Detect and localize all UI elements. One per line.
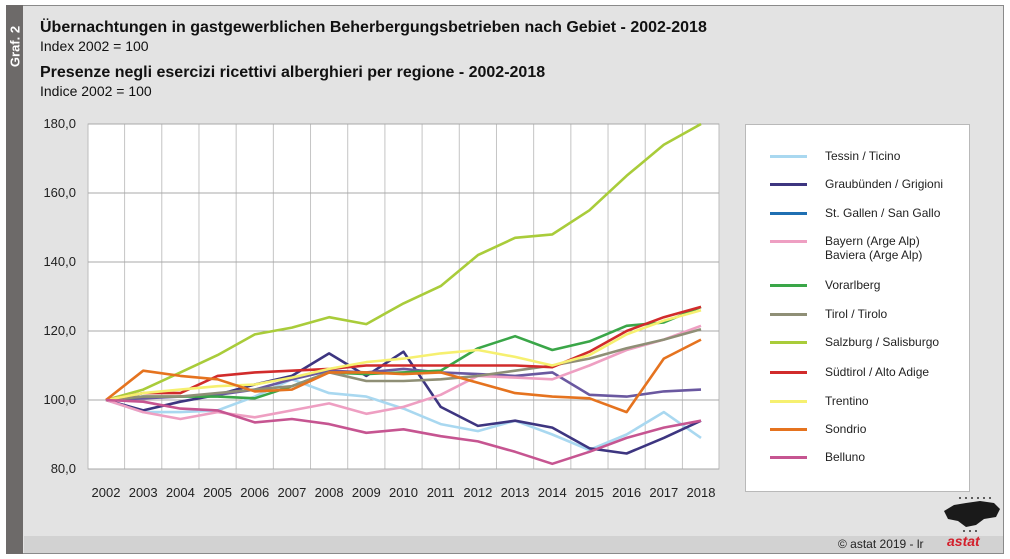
legend-label: Südtirol / Alto Adige (825, 365, 930, 379)
footer-strip (24, 536, 1003, 553)
x-tick-label: 2006 (240, 485, 269, 500)
x-tick-label: 2012 (463, 485, 492, 500)
legend-label: Salzburg / Salisburgo (825, 335, 940, 349)
legend-swatch (770, 313, 807, 316)
plot-area (87, 123, 720, 470)
legend-item-bayern-arge-alp: Bayern (Arge Alp) Baviera (Arge Alp) (770, 234, 922, 262)
legend-item-trentino: Trentino (770, 394, 869, 408)
legend-swatch (770, 428, 807, 431)
legend-label: Tirol / Tirolo (825, 307, 888, 321)
series-lines (105, 122, 702, 466)
x-tick-label: 2014 (538, 485, 567, 500)
series-line-s-dtirol-alto-adige (105, 305, 702, 402)
subtitle-it: Indice 2002 = 100 (40, 83, 152, 99)
legend: Tessin / Ticino Graubünden / Grigioni St. … (745, 124, 970, 492)
x-tick-label: 2004 (166, 485, 195, 500)
legend-label: Vorarlberg (825, 278, 881, 292)
x-tick-label: 2003 (129, 485, 158, 500)
legend-label: St. Gallen / San Gallo (825, 206, 941, 220)
legend-swatch (770, 456, 807, 459)
astat-logo-icon (944, 497, 1000, 532)
legend-label: Graubünden / Grigioni (825, 177, 944, 191)
y-tick-label: 180,0 (43, 116, 76, 131)
legend-item-vorarlberg: Vorarlberg (770, 278, 880, 292)
legend-swatch (770, 284, 807, 287)
y-tick-label: 140,0 (43, 254, 76, 269)
x-tick-label: 2009 (352, 485, 381, 500)
legend-swatch (770, 371, 807, 374)
title-it: Presenze negli esercizi ricettivi alberg… (40, 64, 546, 81)
legend-item-st-gallen-san-gallo: St. Gallen / San Gallo (770, 206, 940, 220)
series-line-belluno (105, 398, 702, 466)
x-tick-label: 2013 (501, 485, 530, 500)
legend-swatch (770, 400, 807, 403)
y-tick-label: 160,0 (43, 185, 76, 200)
y-tick-label: 80,0 (51, 461, 76, 476)
x-tick-label: 2007 (277, 485, 306, 500)
series-line-sondrio (105, 338, 702, 414)
subtitle-de: Index 2002 = 100 (40, 38, 149, 54)
legend-item-salzburg-salisburgo: Salzburg / Salisburgo (770, 335, 939, 349)
y-tick-label: 120,0 (43, 323, 76, 338)
x-tick-label: 2018 (687, 485, 716, 500)
legend-swatch (770, 240, 807, 243)
legend-item-belluno: Belluno (770, 450, 865, 464)
series-line-trentino (105, 309, 702, 402)
y-tick-label: 100,0 (43, 392, 76, 407)
grid (88, 123, 719, 470)
legend-item-tessin-ticino: Tessin / Ticino (770, 149, 900, 163)
legend-swatch (770, 341, 807, 344)
series-line-bayern-arge-alp (105, 324, 702, 421)
x-tick-label: 2016 (612, 485, 641, 500)
legend-item-tirol-tirolo: Tirol / Tirolo (770, 307, 887, 321)
legend-label: Tessin / Ticino (825, 149, 901, 163)
x-tick-label: 2002 (92, 485, 121, 500)
x-tick-label: 2015 (575, 485, 604, 500)
x-tick-label: 2017 (649, 485, 678, 500)
x-tick-label: 2005 (203, 485, 232, 500)
x-tick-label: 2011 (427, 485, 455, 500)
x-tick-label: 2008 (315, 485, 344, 500)
title-de: Übernachtungen in gastgewerblichen Beher… (40, 19, 707, 36)
legend-swatch (770, 155, 807, 158)
series-line-tirol-tirolo (105, 328, 702, 402)
series-line-salzburg-salisburgo (105, 122, 702, 402)
astat-logo-text: astat (947, 533, 980, 549)
x-tick-label: 2010 (389, 485, 418, 500)
legend-label: Sondrio (825, 422, 867, 436)
legend-item-sondrio: Sondrio (770, 422, 866, 436)
side-tab: Graf. 2 (6, 5, 23, 554)
legend-label: Bayern (Arge Alp) Baviera (Arge Alp) (825, 234, 923, 262)
legend-swatch (770, 183, 807, 186)
legend-label: Trentino (825, 394, 869, 408)
legend-swatch (770, 212, 807, 215)
legend-label: Belluno (825, 450, 866, 464)
y-axis-ticks: 80,0 100,0 120,0 140,0 160,0 180,0 (43, 116, 76, 476)
legend-item-s-dtirol-alto-adige: Südtirol / Alto Adige (770, 365, 929, 379)
x-axis-ticks: 2002 2003 2004 2005 2006 2007 2008 2009 2010 2011… (92, 485, 716, 500)
legend-item-graub-nden-grigioni: Graubünden / Grigioni (770, 177, 943, 191)
copyright: © astat 2019 - lr (838, 537, 924, 551)
series-line-vorarlberg (105, 305, 702, 402)
